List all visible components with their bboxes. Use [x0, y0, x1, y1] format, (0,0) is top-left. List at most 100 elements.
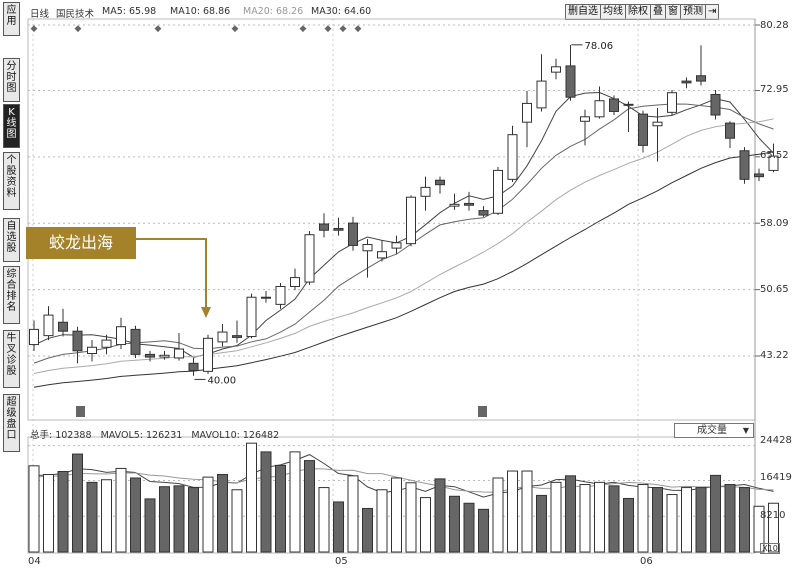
candle [130, 328, 141, 355]
candle [609, 98, 619, 112]
candle [188, 362, 199, 371]
annotation-label: 蛟龙出海 [26, 227, 136, 259]
sidebar-btn-app[interactable]: 应用 [3, 2, 20, 36]
ma30-readout: MA30: 64.60 [311, 6, 372, 17]
volume-panel-frame [27, 436, 756, 554]
mavol5-line [33, 454, 774, 498]
sidebar-label: 综合排名 [6, 269, 17, 313]
x-axis-label: 06 [640, 556, 653, 567]
sidebar-btn-stock-info[interactable]: 个股资料 [3, 152, 20, 210]
candle [391, 242, 402, 249]
candle [551, 66, 561, 73]
event-marker: ◆ [325, 24, 332, 34]
volume-bar [202, 476, 214, 553]
candle [739, 150, 750, 180]
volume-bar [86, 481, 98, 553]
candle [261, 296, 271, 299]
volume-bar [57, 470, 69, 553]
volume-bar [246, 442, 257, 553]
info-marker [478, 406, 487, 417]
sidebar-btn-diagnosis[interactable]: 牛叉诊股 [3, 330, 20, 388]
candle [159, 354, 170, 358]
candle [58, 321, 68, 332]
volume-bar [173, 485, 185, 553]
candle [435, 179, 445, 186]
volume-bar [579, 484, 591, 553]
candle [217, 331, 228, 343]
ma5-line [33, 91, 774, 358]
toolbar-forecast[interactable]: 预测 [680, 4, 706, 20]
toolbar-overlay[interactable]: 叠 [650, 4, 666, 20]
volume-bar [695, 487, 707, 553]
chevron-down-icon: ▼ [742, 426, 749, 435]
candle [696, 75, 706, 82]
mavol5-readout: MAVOL5: 126231 [100, 430, 183, 441]
sidebar-label: 牛叉诊股 [6, 333, 17, 377]
volume-bar [159, 486, 170, 553]
sidebar-label: K线图 [6, 107, 17, 140]
candle [725, 122, 735, 139]
price-axis-label: 72.95 [760, 84, 789, 95]
toolbar-adjust[interactable]: 除权 [625, 4, 651, 20]
price-axis-label: 80.28 [760, 20, 789, 31]
volume-header: 总手: 102388 MAVOL5: 126231 MAVOL10: 12648… [30, 427, 279, 441]
volume-bar [550, 481, 562, 553]
sidebar-btn-kline[interactable]: K线图 [3, 104, 20, 148]
candle [275, 286, 286, 305]
candle [290, 277, 300, 288]
candle [304, 234, 315, 283]
volume-bar [115, 467, 127, 553]
toolbar-expand[interactable]: ⇥ [705, 4, 720, 20]
volume-bar [260, 451, 272, 553]
candle [348, 222, 358, 246]
volume-bar [478, 508, 489, 553]
period-label: 日线 [30, 9, 50, 20]
volume-bar [536, 494, 547, 553]
sidebar-label: 超级盘口 [6, 397, 17, 441]
sidebar-btn-ranking[interactable]: 综合排名 [3, 266, 20, 324]
candle [362, 244, 373, 252]
volume-bar [391, 477, 402, 553]
sidebar-label: 应用 [6, 5, 17, 27]
toolbar-ma[interactable]: 均线 [600, 4, 626, 20]
info-marker [76, 406, 85, 417]
volume-bar [463, 502, 475, 553]
toolbar-remove-watchlist[interactable]: 删自选 [565, 4, 601, 20]
event-marker: ◆ [300, 24, 307, 34]
volume-bar [347, 475, 359, 553]
sidebar-btn-timeshare[interactable]: 分时图 [3, 58, 20, 102]
candle [72, 330, 83, 352]
volume-bar [492, 477, 504, 553]
annotation-arrow-line [136, 238, 207, 309]
candle [43, 314, 54, 337]
candle [101, 339, 112, 348]
candle [565, 65, 576, 98]
volume-bar [724, 484, 736, 553]
sidebar-btn-watchlist[interactable]: 自选股 [3, 218, 20, 262]
low-marker-label: 40.00 [208, 375, 237, 386]
volume-bar [434, 478, 446, 553]
volume-bar [681, 487, 692, 553]
event-marker: ◆ [355, 24, 362, 34]
chart-toolbar: 删自选 均线 除权 叠 窗 预测 ⇥ [565, 4, 720, 20]
volume-bar [144, 498, 156, 553]
volume-axis-label: 24428 [760, 435, 792, 446]
volume-bar [130, 477, 141, 553]
sidebar-btn-level2[interactable]: 超级盘口 [3, 394, 20, 452]
candle [333, 227, 344, 231]
volume-bar [289, 451, 301, 553]
ma10-line [33, 103, 774, 364]
toolbar-window[interactable]: 窗 [665, 4, 681, 20]
candle [464, 202, 474, 206]
volume-bar [739, 487, 750, 553]
candle [174, 348, 184, 359]
volume-bar [376, 489, 388, 553]
sidebar-label: 个股资料 [6, 155, 17, 199]
volume-bar [507, 470, 518, 553]
indicator-select[interactable]: 成交量 ▼ [674, 423, 754, 438]
candle [145, 353, 155, 358]
volume-bar [666, 494, 678, 553]
candle [594, 100, 605, 118]
mavol10-line [33, 468, 774, 493]
